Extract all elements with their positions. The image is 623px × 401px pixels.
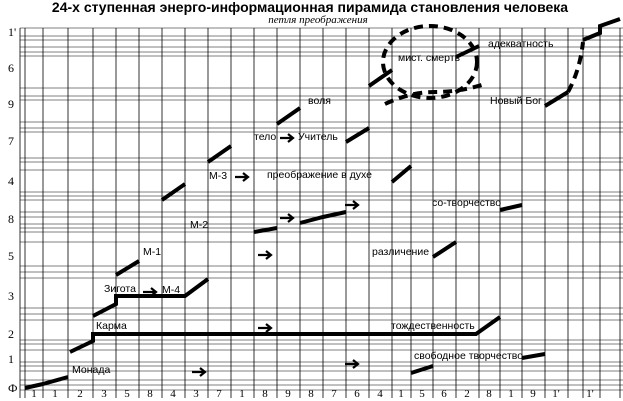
column-label: 1' [552,388,560,400]
column-label: 6 [441,388,447,400]
column-label: 9 [285,388,291,400]
label-uchitel: Учитель [298,131,338,143]
row-label: 2 [8,327,14,341]
column-labels: 1 1 2 3 5 8 4 3 7 1 8 9 8 7 6 4 1 5 6 2 8 1 9 1' 1' [31,388,594,400]
row-label: 9 [8,97,14,111]
step-segment [42,375,69,386]
row-label: 1 [8,352,14,366]
loop-tail-right [566,41,585,93]
label-preobrazhenie: преображение в духе [267,169,372,181]
step-segment [344,126,371,144]
arrow [280,133,295,143]
arrow [258,250,273,260]
step-segment [92,277,210,318]
step-segment [455,44,480,59]
label-zigota: Зигота [104,283,136,295]
staircase [24,17,621,390]
step-segment [410,364,434,375]
step-segment [275,106,302,126]
column-label: 4 [377,388,383,400]
column-label: 1 [239,388,245,400]
column-label: 8 [147,388,153,400]
column-label: 1 [508,388,514,400]
label-novyi-bog: Новый Бог [490,95,542,107]
diagram-title: 24-х ступенная энерго-информационная пир… [52,0,568,15]
grid [19,27,623,398]
column-label: 1 [31,388,37,400]
column-label: 7 [216,388,222,400]
label-m3: М-3 [209,170,227,182]
label-sotvorchestvo: со-творчество [432,197,501,209]
step-segment [582,17,621,42]
column-label: 8 [308,388,314,400]
column-label: 4 [170,388,176,400]
label-adekvatnost: адекватность [488,38,554,50]
column-label: 7 [331,388,337,400]
column-label: 3 [101,388,107,400]
arrow [258,323,273,333]
row-label: 4 [8,174,14,188]
step-segment [114,259,141,277]
arrows [143,133,360,377]
column-label: 5 [419,388,425,400]
transfiguration-loop [381,24,479,100]
column-label: 3 [193,388,199,400]
label-tozhdestvennost: тождественность [391,320,475,332]
column-label: 1 [52,388,58,400]
step-segment [299,210,347,225]
step-segment [521,352,546,360]
step-segment [543,90,570,108]
label-m4: М-4 [162,284,180,296]
arrow [345,359,360,369]
arrow [192,367,207,377]
row-label: 7 [8,134,14,148]
row-label: 8 [8,212,14,226]
step-segment [499,203,523,212]
label-karma: Карма [96,320,127,332]
step-segment [160,182,187,202]
arrow [143,287,158,297]
step-segment [69,315,502,354]
step-segment [253,226,278,234]
step-segment [24,382,44,390]
label-m2: М-2 [190,219,208,231]
column-label: 1 [398,388,404,400]
arrow [345,200,360,210]
row-label: 3 [8,289,14,303]
column-label: 1' [586,388,594,400]
diagram-subtitle: петля преображения [268,14,368,26]
step-segment [367,68,394,88]
label-telo: тело [254,131,276,143]
loop-tail-left [384,82,486,106]
step-segment [431,240,458,259]
label-mist-smert: мист. смерть [398,52,461,64]
label-monada: Монада [72,364,110,376]
label-razlichenie: различение [372,246,429,258]
column-label: 8 [262,388,268,400]
step-segment [206,144,233,164]
row-label: Ф [8,381,17,395]
column-label: 5 [124,388,130,400]
step-segment [390,164,413,184]
label-svobodnoe: свободное творчество [414,350,523,362]
label-volya: воля [308,95,331,107]
arrow [280,213,295,223]
row-label: 5 [8,249,14,263]
column-label: 9 [530,388,536,400]
label-m1: М-1 [143,246,161,258]
column-label: 8 [486,388,492,400]
column-label: 2 [77,388,83,400]
column-label: 6 [354,388,360,400]
column-label: 2 [464,388,470,400]
row-label: 1' [8,25,16,39]
row-labels: Ф 1 2 3 5 8 4 7 9 6 1' [8,25,17,395]
row-label: 6 [8,61,14,75]
arrow [235,172,250,182]
